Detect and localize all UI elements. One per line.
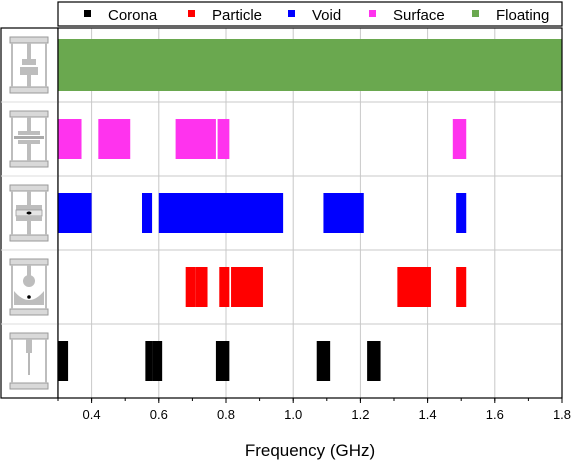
void-electrode-icon bbox=[9, 184, 49, 242]
bar-particle bbox=[231, 267, 263, 307]
legend-label-floating: Floating bbox=[496, 7, 549, 24]
bar-corona bbox=[152, 341, 163, 381]
surface-electrode-icon bbox=[9, 110, 49, 168]
legend-label-void: Void bbox=[312, 7, 341, 24]
plot-area bbox=[57, 27, 563, 399]
bar-particle bbox=[219, 267, 230, 307]
legend-marker-void bbox=[288, 10, 295, 17]
bar-surface bbox=[175, 119, 216, 159]
bar-surface bbox=[58, 119, 82, 159]
legend-marker-corona bbox=[84, 10, 91, 17]
bar-surface bbox=[217, 119, 230, 159]
legend-label-surface: Surface bbox=[393, 7, 445, 24]
bar-corona bbox=[215, 341, 230, 381]
x-axis-title: Frequency (GHz) bbox=[245, 441, 375, 460]
floating-electrode-icon bbox=[9, 36, 49, 94]
bar-surface bbox=[452, 119, 467, 159]
bar-void bbox=[142, 193, 153, 233]
legend-label-particle: Particle bbox=[212, 7, 262, 24]
legend-marker-particle bbox=[188, 10, 195, 17]
legend-label-corona: Corona bbox=[108, 7, 158, 24]
x-tick-label: 1.2 bbox=[351, 407, 369, 422]
bar-void bbox=[158, 193, 284, 233]
corona-needle-icon bbox=[9, 332, 49, 390]
bar-corona bbox=[145, 341, 153, 381]
bar-corona bbox=[316, 341, 331, 381]
legend-marker-surface bbox=[369, 10, 376, 17]
plot-frame bbox=[57, 27, 563, 399]
bar-corona bbox=[367, 341, 381, 381]
bar-void bbox=[58, 193, 92, 233]
bar-particle bbox=[397, 267, 431, 307]
legend: Corona Particle Void Surface Floating bbox=[57, 1, 563, 27]
bars bbox=[58, 39, 562, 381]
x-axis: 0.4 0.6 0.8 1.0 1.2 1.4 1.6 1.8 bbox=[57, 398, 571, 422]
x-tick-label: 1.0 bbox=[284, 407, 302, 422]
legend-marker-floating bbox=[472, 10, 479, 17]
bar-void bbox=[456, 193, 467, 233]
bar-floating bbox=[58, 39, 562, 91]
x-tick-label: 1.8 bbox=[553, 407, 571, 422]
x-tick-label: 1.6 bbox=[486, 407, 504, 422]
bar-corona bbox=[58, 341, 69, 381]
bar-surface bbox=[98, 119, 131, 159]
particle-electrode-icon bbox=[9, 258, 49, 316]
x-tick-label: 0.8 bbox=[217, 407, 235, 422]
bar-void bbox=[323, 193, 364, 233]
x-tick-label: 0.4 bbox=[83, 407, 101, 422]
bar-particle bbox=[456, 267, 467, 307]
x-tick-label: 1.4 bbox=[419, 407, 437, 422]
bar-particle bbox=[185, 267, 196, 307]
x-tick-label: 0.6 bbox=[150, 407, 168, 422]
bar-particle bbox=[195, 267, 208, 307]
icon-column bbox=[0, 27, 59, 399]
